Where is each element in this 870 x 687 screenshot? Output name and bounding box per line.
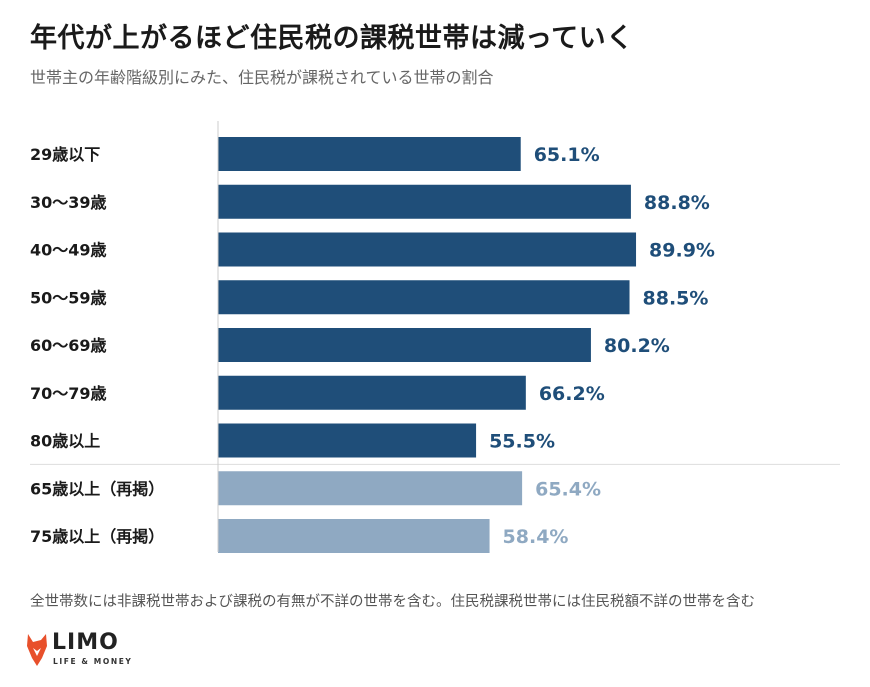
category-label: 80歳以上 xyxy=(30,432,100,451)
value-label: 88.5% xyxy=(643,287,709,309)
category-label: 75歳以上（再掲） xyxy=(30,527,164,546)
value-label: 80.2% xyxy=(604,335,670,357)
chart-subtitle: 世帯主の年齢階級別にみた、住民税が課税されている世帯の割合 xyxy=(30,68,494,87)
category-label: 60〜69歳 xyxy=(30,336,107,355)
limo-logo: LIMO LIFE & MONEY xyxy=(24,630,134,670)
value-label: 88.8% xyxy=(644,192,710,214)
category-label: 40〜49歳 xyxy=(30,241,107,260)
value-label: 55.5% xyxy=(489,431,555,453)
chart-footnote: 全世帯数には非課税世帯および課税の有無が不詳の世帯を含む。住民税課税世帯には住民… xyxy=(30,594,755,610)
logo-wordmark: LIMO xyxy=(52,630,119,655)
fox-icon xyxy=(27,634,47,666)
bar xyxy=(218,423,477,458)
bar xyxy=(218,471,523,506)
bar xyxy=(218,280,630,315)
bar xyxy=(218,375,526,410)
category-label: 50〜59歳 xyxy=(30,288,107,307)
logo-tagline: LIFE & MONEY xyxy=(53,657,133,666)
bar xyxy=(218,328,591,362)
bar xyxy=(218,137,521,171)
category-label: 65歳以上（再掲） xyxy=(30,479,164,498)
bar xyxy=(218,184,631,219)
category-label: 70〜79歳 xyxy=(30,384,107,403)
value-label: 65.4% xyxy=(535,478,601,500)
category-label: 30〜39歳 xyxy=(30,193,107,212)
category-label: 29歳以下 xyxy=(30,145,100,164)
value-label: 66.2% xyxy=(539,383,605,405)
value-label: 89.9% xyxy=(649,240,715,262)
bar xyxy=(218,232,637,267)
value-label: 58.4% xyxy=(503,526,569,548)
chart-title: 年代が上がるほど住民税の課税世帯は減っていく xyxy=(30,23,634,54)
value-label: 65.1% xyxy=(534,144,600,166)
bar xyxy=(218,519,490,553)
